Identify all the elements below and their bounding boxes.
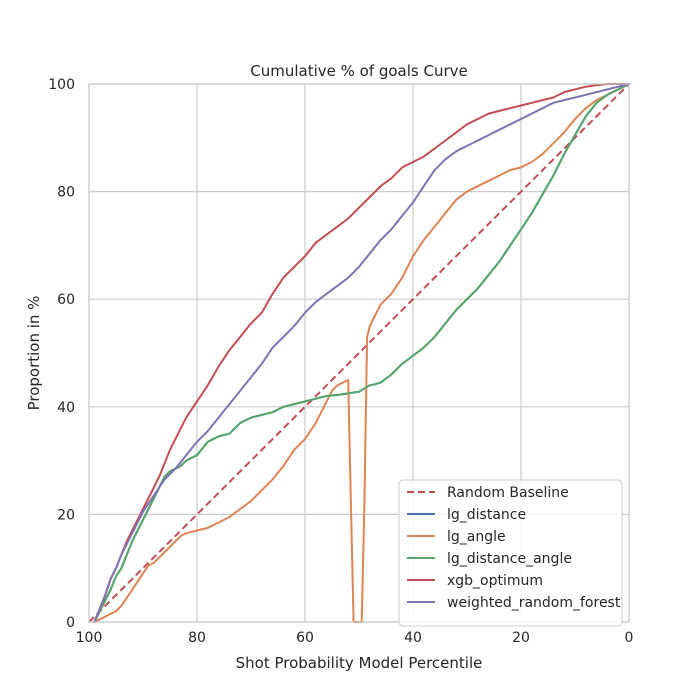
ticks: 100 80 60 40 20 0 0 20 40 60 80 100 [48,77,633,646]
x-axis-title: Shot Probability Model Percentile [236,654,483,672]
series-line-xgb-optimum [93,83,630,623]
legend-label: xgb_optimum [447,573,543,589]
legend-box [398,479,623,627]
legend-label: weighted_random_forest [447,595,621,611]
series-line-weighted-random-forest [93,83,630,623]
y-axis-title: Proportion in % [25,296,43,411]
series-line-lg-distance-angle [93,83,630,623]
y-tick-label: 0 [66,615,75,631]
legend-label: lg_distance [447,507,526,523]
series-line-lg-angle [93,83,630,623]
grid [88,83,630,623]
y-tick-label: 40 [57,400,75,416]
x-tick-label: 40 [404,630,422,646]
x-tick-label: 60 [296,630,314,646]
y-tick-label: 60 [57,292,75,308]
x-tick-label: 80 [188,630,206,646]
plot-frame [88,83,630,623]
legend: Random Baseline lg_distance lg_angle lg_dis… [398,479,623,627]
y-tick-label: 100 [48,77,75,93]
legend-label: lg_distance_angle [447,551,572,567]
legend-label: Random Baseline [447,485,569,501]
series-line-random-baseline [88,83,630,623]
x-tick-label: 0 [625,630,634,646]
chart-title: Cumulative % of goals Curve [250,62,468,80]
x-tick-label: 20 [512,630,530,646]
legend-label: lg_angle [447,529,506,545]
y-tick-label: 20 [57,507,75,523]
y-tick-label: 80 [57,185,75,201]
x-tick-label: 100 [76,630,103,646]
series-layer [88,83,630,623]
